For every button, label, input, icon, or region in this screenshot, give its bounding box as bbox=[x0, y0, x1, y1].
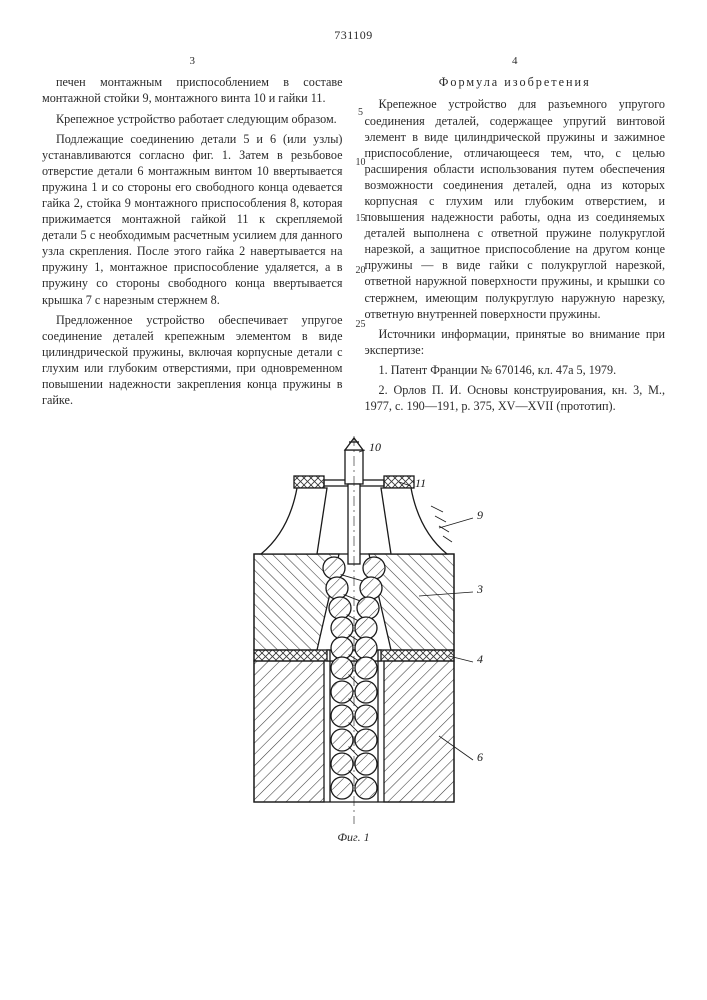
svg-text:3: 3 bbox=[476, 582, 483, 596]
body-paragraph: Крепежное устройство работает следующим … bbox=[42, 111, 343, 127]
svg-text:11: 11 bbox=[415, 476, 426, 490]
formula-title: Формула изобретения bbox=[365, 74, 666, 90]
line-number: 10 bbox=[354, 156, 368, 169]
right-column: 4 Формула изобретения Крепежное устройст… bbox=[365, 54, 666, 418]
technical-drawing: 10 11 9 3 4 6 bbox=[199, 436, 509, 826]
body-paragraph: печен монтажным приспособлением в состав… bbox=[42, 74, 343, 106]
line-number: 15 bbox=[354, 212, 368, 225]
svg-text:10: 10 bbox=[369, 440, 381, 454]
svg-text:9: 9 bbox=[477, 508, 483, 522]
right-col-number: 4 bbox=[365, 54, 666, 69]
body-paragraph: Источники информации, принятые во вниман… bbox=[365, 326, 666, 358]
body-paragraph: Крепежное устройство для разъемного упру… bbox=[365, 96, 666, 321]
body-paragraph: Предложенное устройство обеспечивает упр… bbox=[42, 312, 343, 409]
line-number: 25 bbox=[354, 318, 368, 331]
text-columns: 3 печен монтажным приспособлением в сост… bbox=[42, 54, 665, 418]
svg-text:4: 4 bbox=[477, 652, 483, 666]
line-number: 5 bbox=[354, 106, 368, 119]
svg-text:6: 6 bbox=[477, 750, 483, 764]
body-paragraph: 2. Орлов П. И. Основы конструирования, к… bbox=[365, 382, 666, 414]
patent-number: 731109 bbox=[42, 28, 665, 44]
left-col-number: 3 bbox=[42, 54, 343, 69]
line-number: 20 bbox=[354, 264, 368, 277]
body-paragraph: Подлежащие соединению детали 5 и 6 (или … bbox=[42, 131, 343, 308]
figure-container: 10 11 9 3 4 6 Фиг. 1 bbox=[42, 436, 665, 846]
body-paragraph: 1. Патент Франции № 670146, кл. 47а 5, 1… bbox=[365, 362, 666, 378]
left-column: 3 печен монтажным приспособлением в сост… bbox=[42, 54, 343, 418]
figure-caption: Фиг. 1 bbox=[42, 830, 665, 846]
